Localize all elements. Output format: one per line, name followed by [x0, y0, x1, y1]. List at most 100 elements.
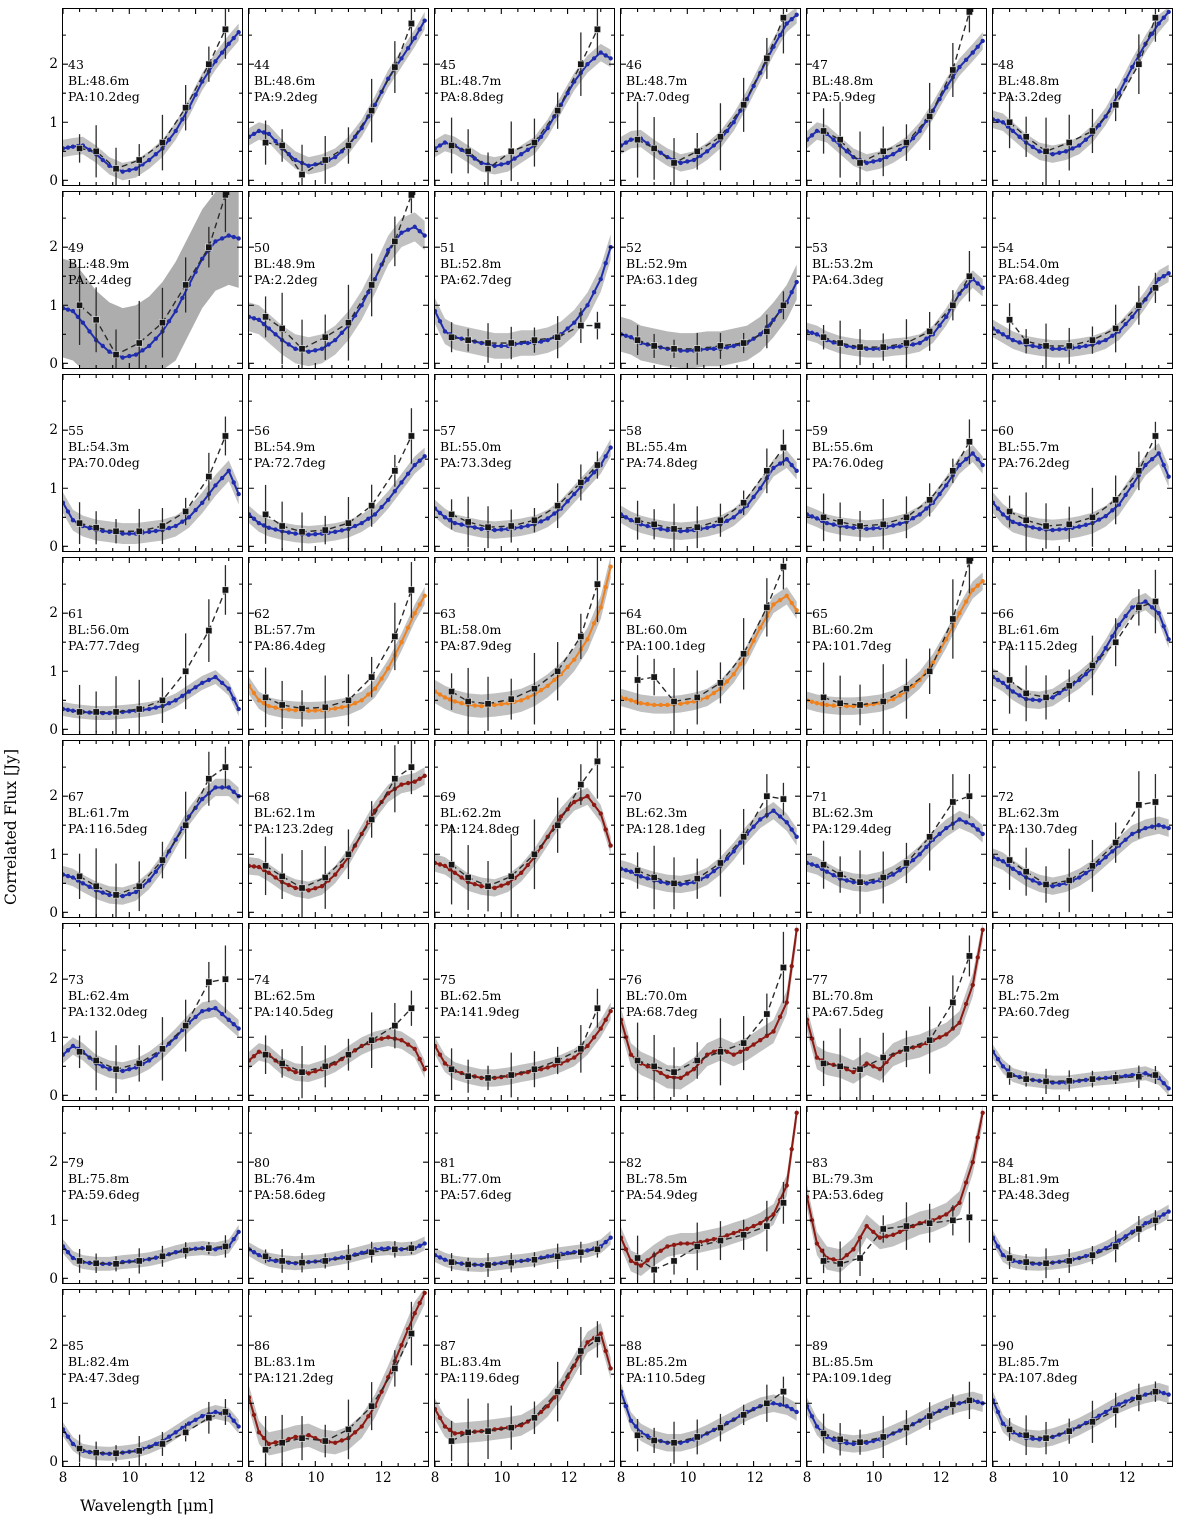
panel-number: 89 [812, 1337, 828, 1353]
baseline-label: BL:75.8m [68, 1170, 130, 1186]
baseline-label: BL:70.8m [812, 987, 874, 1003]
panel-76: 76 BL:70.0m PA:68.7deg [620, 923, 801, 1101]
panel-69: 69 BL:62.2m PA:124.8deg [434, 740, 615, 918]
panel-info: 78 BL:75.2m PA:60.7deg [998, 972, 1070, 1020]
error-band [993, 1044, 1169, 1096]
axis-ticks [807, 741, 986, 917]
panel-number: 55 [68, 422, 84, 438]
panel-number: 85 [68, 1337, 84, 1353]
panel-info: 76 BL:70.0m PA:68.7deg [626, 972, 698, 1020]
baseline-label: BL:62.2m [440, 804, 502, 820]
y-tick-label: 2 [49, 238, 58, 255]
panel-info: 62 BL:57.7m PA:86.4deg [254, 606, 326, 654]
position-angle-label: PA:124.8deg [440, 820, 520, 836]
y-tick-label: 2 [49, 787, 58, 804]
baseline-label: BL:62.3m [812, 804, 874, 820]
baseline-label: BL:60.0m [626, 621, 688, 637]
baseline-label: BL:55.6m [812, 438, 874, 454]
panel-82: 82 BL:78.5m PA:54.9deg [620, 1106, 801, 1284]
panel-number: 46 [626, 56, 642, 72]
panel-number: 84 [998, 1154, 1014, 1170]
comparison-squares-series [820, 9, 973, 185]
baseline-label: BL:54.3m [68, 438, 130, 454]
baseline-label: BL:52.8m [440, 255, 502, 271]
position-angle-label: PA:58.6deg [254, 1186, 326, 1202]
baseline-label: BL:48.8m [812, 72, 874, 88]
panel-number: 58 [626, 422, 642, 438]
y-tick-label: 0 [49, 722, 58, 739]
panel-number: 52 [626, 239, 642, 255]
position-angle-label: PA:123.2deg [254, 820, 334, 836]
panel-60: 60 BL:55.7m PA:76.2deg [992, 374, 1173, 552]
axis-ticks [249, 192, 428, 368]
error-band [249, 1236, 425, 1271]
panel-number: 47 [812, 56, 828, 72]
panel-45: 45 BL:48.7m PA:8.8deg [434, 8, 615, 186]
panel-info: 58 BL:55.4m PA:74.8deg [626, 423, 698, 471]
axis-ticks [63, 1107, 242, 1283]
panel-info: 66 BL:61.6m PA:115.2deg [998, 606, 1078, 654]
position-angle-label: PA:10.2deg [68, 88, 140, 104]
comparison-squares-series [262, 408, 415, 551]
panel-number: 88 [626, 1337, 642, 1353]
position-angle-label: PA:109.1deg [812, 1369, 892, 1385]
spectrum-plot [807, 375, 986, 551]
comparison-squares-series [820, 1192, 973, 1283]
baseline-label: BL:62.3m [998, 804, 1060, 820]
spectrum-plot [621, 192, 800, 368]
comparison-squares-series [1006, 9, 1159, 185]
axis-ticks [807, 558, 986, 734]
error-band [807, 924, 983, 1084]
axis-ticks [993, 741, 1172, 917]
spectrum-plot [435, 558, 614, 734]
error-band [249, 212, 425, 367]
position-angle-label: PA:8.8deg [440, 88, 504, 104]
comparison-squares-series [76, 1235, 229, 1274]
spectrum-plot [807, 924, 986, 1100]
panel-info: 79 BL:75.8m PA:59.6deg [68, 1155, 140, 1203]
spectrum-plot [435, 375, 614, 551]
spectrum-points [807, 1110, 985, 1264]
spectrum-plot [249, 558, 428, 734]
panel-62: 62 BL:57.7m PA:86.4deg [248, 557, 429, 735]
spectrum-plot [63, 924, 242, 1100]
y-tick-label: 1 [49, 1029, 58, 1046]
comparison-squares-series [76, 416, 229, 551]
error-band [249, 1028, 425, 1082]
panel-83: 83 BL:79.3m PA:53.6deg [806, 1106, 987, 1284]
panel-number: 78 [998, 971, 1014, 987]
x-tick-label: 10 [121, 1470, 139, 1486]
position-angle-label: PA:77.7deg [68, 637, 140, 653]
error-band [807, 810, 983, 893]
position-angle-label: PA:73.3deg [440, 454, 512, 470]
axis-ticks [249, 558, 428, 734]
error-band [435, 438, 611, 539]
baseline-label: BL:83.1m [254, 1353, 316, 1369]
axis-ticks [807, 924, 986, 1100]
spectrum-plot [807, 558, 986, 734]
position-angle-label: PA:116.5deg [68, 820, 148, 836]
spectrum-plot [435, 741, 614, 917]
x-tick-label: 10 [493, 1470, 511, 1486]
axis-ticks [435, 9, 614, 185]
panel-86: 86 BL:83.1m PA:121.2deg 8 10 12 [245, 1289, 429, 1486]
position-angle-label: PA:132.0deg [68, 1003, 148, 1019]
axis-ticks [807, 1290, 986, 1466]
baseline-label: BL:48.8m [998, 72, 1060, 88]
comparison-squares-series [262, 1241, 415, 1273]
spectrum-plot [63, 1107, 242, 1283]
x-tick-label: 12 [932, 1470, 950, 1486]
y-tick-label: 1 [49, 1212, 58, 1229]
comparison-squares-series [634, 1376, 787, 1464]
y-tick-label: 0 [49, 1271, 58, 1288]
comparison-squares-series [262, 9, 415, 185]
comparison-squares-series [1006, 421, 1159, 549]
panel-info: 63 BL:58.0m PA:87.9deg [440, 606, 512, 654]
error-band [63, 192, 239, 368]
panel-63: 63 BL:58.0m PA:87.9deg [434, 557, 615, 735]
panel-info: 71 BL:62.3m PA:129.4deg [812, 789, 892, 837]
panel-info: 83 BL:79.3m PA:53.6deg [812, 1155, 884, 1203]
panel-number: 71 [812, 788, 828, 804]
panel-number: 69 [440, 788, 456, 804]
panel-info: 48 BL:48.8m PA:3.2deg [998, 57, 1062, 105]
